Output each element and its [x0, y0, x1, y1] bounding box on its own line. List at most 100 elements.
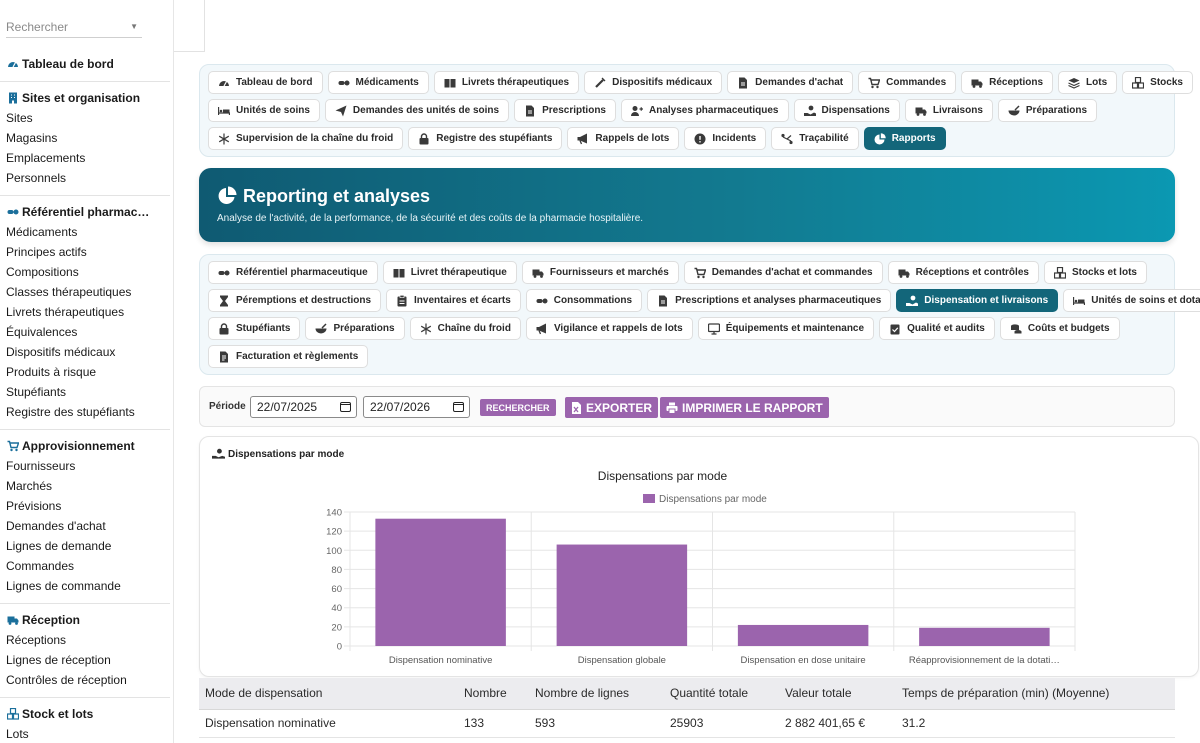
sidebar-item[interactable]: Lignes de demande	[6, 539, 112, 553]
table-header-cell[interactable]: Temps de préparation (min) (Moyenne)	[896, 678, 1175, 710]
tab-item[interactable]: Demandes d'achat et commandes	[683, 261, 883, 284]
sidebar-item[interactable]: Lignes de commande	[6, 579, 121, 593]
sidebar-item[interactable]: Marchés	[6, 479, 53, 493]
tab-item[interactable]: Prescriptions et analyses pharmaceutique…	[647, 289, 892, 312]
tab-item[interactable]: Préparations	[305, 317, 405, 340]
table-header-cell[interactable]: Nombre de lignes	[529, 678, 664, 710]
tab-item[interactable]: Chaîne du froid	[409, 317, 521, 340]
sidebar-item[interactable]: Équivalences	[6, 325, 78, 339]
export-button[interactable]: EXPORTER	[565, 397, 659, 418]
sidebar-item[interactable]: Lots	[6, 727, 29, 741]
tab-item[interactable]: Rapports	[863, 127, 946, 150]
sidebar-item[interactable]: Livrets thérapeutiques	[6, 305, 125, 319]
tab-item[interactable]: Médicaments	[327, 71, 429, 94]
sidebar-group-header[interactable]: Réception	[0, 610, 170, 630]
sidebar-item[interactable]: Fournisseurs	[6, 459, 76, 473]
tab-item[interactable]: Fournisseurs et marchés	[521, 261, 679, 284]
table-header-cell[interactable]: Nombre	[458, 678, 529, 710]
sidebar-group-header[interactable]: Sites et organisation	[0, 88, 170, 108]
sidebar-item[interactable]: Emplacements	[6, 151, 86, 165]
table-header-cell[interactable]: Quantité totale	[664, 678, 779, 710]
tab-label: Consommations	[553, 295, 633, 306]
sidebar-item[interactable]: Prévisions	[6, 499, 62, 513]
sidebar-item[interactable]: Registre des stupéfiants	[6, 405, 135, 419]
sidebar-item[interactable]: Classes thérapeutiques	[6, 285, 132, 299]
tab-item[interactable]: Traçabilité	[771, 127, 859, 150]
tab-label: Équipements et maintenance	[725, 323, 865, 334]
tab-item[interactable]: Lots	[1058, 71, 1118, 94]
tab-item[interactable]: Dispositifs médicaux	[584, 71, 723, 94]
sidebar-item[interactable]: Compositions	[6, 265, 79, 279]
tab-item[interactable]: Stupéfiants	[208, 317, 301, 340]
sidebar-item[interactable]: Magasins	[6, 131, 58, 145]
tab-label: Traçabilité	[799, 133, 849, 144]
sidebar-group-header[interactable]: Référentiel pharmac…	[0, 202, 170, 222]
sidebar-item[interactable]: Dispositifs médicaux	[6, 345, 116, 359]
tab-item[interactable]: Unités de soins	[208, 99, 320, 122]
tab-item[interactable]: Prescriptions	[514, 99, 616, 122]
sidebar-dashboard[interactable]: Tableau de bord	[0, 54, 170, 74]
tab-item[interactable]: Préparations	[997, 99, 1098, 122]
sidebar-item[interactable]: Médicaments	[6, 225, 78, 239]
tab-item[interactable]: Stocks	[1122, 71, 1193, 94]
sidebar-search-placeholder: Rechercher	[6, 20, 69, 34]
tab-item[interactable]: Dispensations	[793, 99, 900, 122]
tab-item[interactable]: Réceptions	[961, 71, 1054, 94]
calendar-icon[interactable]	[340, 402, 351, 412]
sidebar-search-select[interactable]: Rechercher ▼	[6, 16, 142, 38]
end-date-input[interactable]: 22/07/2026	[363, 396, 470, 418]
tab-item[interactable]: Commandes	[858, 71, 957, 94]
sidebar-item[interactable]: Réceptions	[6, 633, 67, 647]
tab-label: Chaîne du froid	[437, 323, 511, 334]
start-date-input[interactable]: 22/07/2025	[250, 396, 357, 418]
tab-item[interactable]: Dispensation et livraisons	[896, 289, 1059, 312]
tab-item[interactable]: Rappels de lots	[567, 127, 680, 150]
tab-item[interactable]: Qualité et audits	[879, 317, 995, 340]
tab-item[interactable]: Tableau de bord	[208, 71, 323, 94]
calendar-icon[interactable]	[453, 402, 464, 412]
tab-item[interactable]: Facturation et règlements	[208, 345, 369, 368]
tab-item[interactable]: Coûts et budgets	[999, 317, 1120, 340]
tab-item[interactable]: Supervision de la chaîne du froid	[208, 127, 404, 150]
tab-item[interactable]: Livraisons	[904, 99, 993, 122]
table-row[interactable]: Dispensation nominative 133 593 25903 2 882 …	[199, 709, 1175, 738]
sidebar-group: Approvisionnement Fournisseurs Marchés Pré…	[0, 436, 170, 596]
tab-item[interactable]: Réceptions et contrôles	[887, 261, 1039, 284]
tab-item[interactable]: Inventaires et écarts	[386, 289, 521, 312]
tab-item[interactable]: Incidents	[684, 127, 767, 150]
tab-item[interactable]: Stocks et lots	[1043, 261, 1147, 284]
pills-icon	[536, 295, 548, 307]
sidebar-group-header[interactable]: Stock et lots	[0, 704, 170, 724]
chart-title: Dispensations par mode	[598, 469, 728, 483]
tab-item[interactable]: Demandes des unités de soins	[324, 99, 510, 122]
tab-item[interactable]: Analyses pharmaceutiques	[621, 99, 789, 122]
sidebar-item[interactable]: Lignes de réception	[6, 653, 111, 667]
sidebar-item[interactable]: Sites	[6, 111, 33, 125]
tab-item[interactable]: Registre des stupéfiants	[408, 127, 563, 150]
tab-item[interactable]: Livret thérapeutique	[382, 261, 517, 284]
tab-item[interactable]: Consommations	[525, 289, 643, 312]
sidebar-item[interactable]: Contrôles de réception	[6, 673, 127, 687]
tab-item[interactable]: Péremptions et destructions	[208, 289, 382, 312]
truck-icon	[915, 105, 927, 117]
tab-item[interactable]: Demandes d'achat	[727, 71, 854, 94]
search-button[interactable]: RECHERCHER	[480, 399, 556, 416]
sidebar-item[interactable]: Stupéfiants	[6, 385, 67, 399]
sidebar-item[interactable]: Personnels	[6, 171, 67, 185]
table-header-cell[interactable]: Mode de dispensation	[199, 678, 458, 710]
tab-item[interactable]: Référentiel pharmaceutique	[208, 261, 378, 284]
sidebar-item[interactable]: Produits à risque	[6, 365, 97, 379]
sidebar-item[interactable]: Commandes	[6, 559, 75, 573]
tab-item[interactable]: Équipements et maintenance	[697, 317, 875, 340]
file-icon	[657, 295, 669, 307]
sidebar-item[interactable]: Demandes d'achat	[6, 519, 106, 533]
print-report-button[interactable]: IMPRIMER LE RAPPORT	[660, 397, 829, 418]
sidebar-group-header[interactable]: Approvisionnement	[0, 436, 170, 456]
cubes-icon	[1053, 266, 1066, 279]
table-header-cell[interactable]: Valeur totale	[779, 678, 896, 710]
tab-item[interactable]: Livrets thérapeutiques	[433, 71, 580, 94]
tab-item[interactable]: Unités de soins et dotations	[1063, 289, 1200, 312]
sidebar-item[interactable]: Principes actifs	[6, 245, 87, 259]
tab-item[interactable]: Vigilance et rappels de lots	[525, 317, 693, 340]
tab-label: Livrets thérapeutiques	[461, 77, 570, 88]
